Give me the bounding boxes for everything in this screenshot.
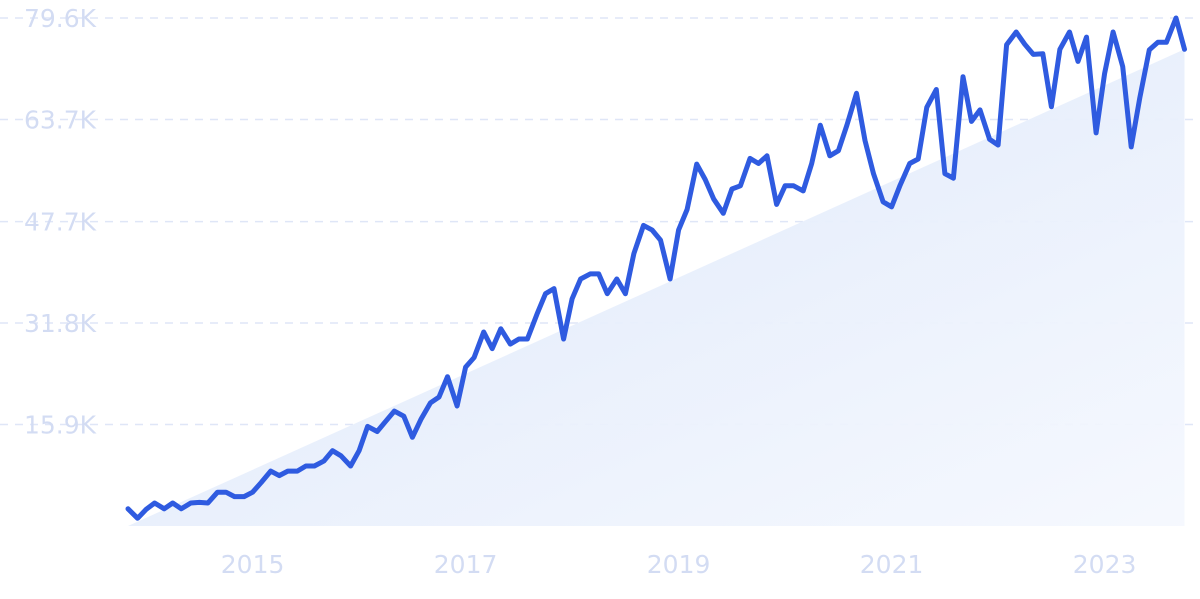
y-tick-label: 47.7K <box>24 208 97 237</box>
trend-line-series <box>125 15 1187 521</box>
x-tick-label: 2021 <box>860 550 924 579</box>
y-tick-label: 79.6K <box>24 4 97 33</box>
x-tick-label: 2019 <box>647 550 711 579</box>
axis-labels: 15.9K 31.8K 47.7K 63.7K 79.6K 2015 2017 2019 202… <box>24 4 1136 579</box>
x-tick-label: 2015 <box>221 550 285 579</box>
y-tick-label: 63.7K <box>24 105 97 134</box>
trend-area <box>128 49 1185 527</box>
y-tick-label: 15.9K <box>24 411 97 440</box>
y-tick-label: 31.8K <box>24 309 97 338</box>
x-tick-label: 2017 <box>434 550 498 579</box>
x-tick-label: 2023 <box>1073 550 1137 579</box>
